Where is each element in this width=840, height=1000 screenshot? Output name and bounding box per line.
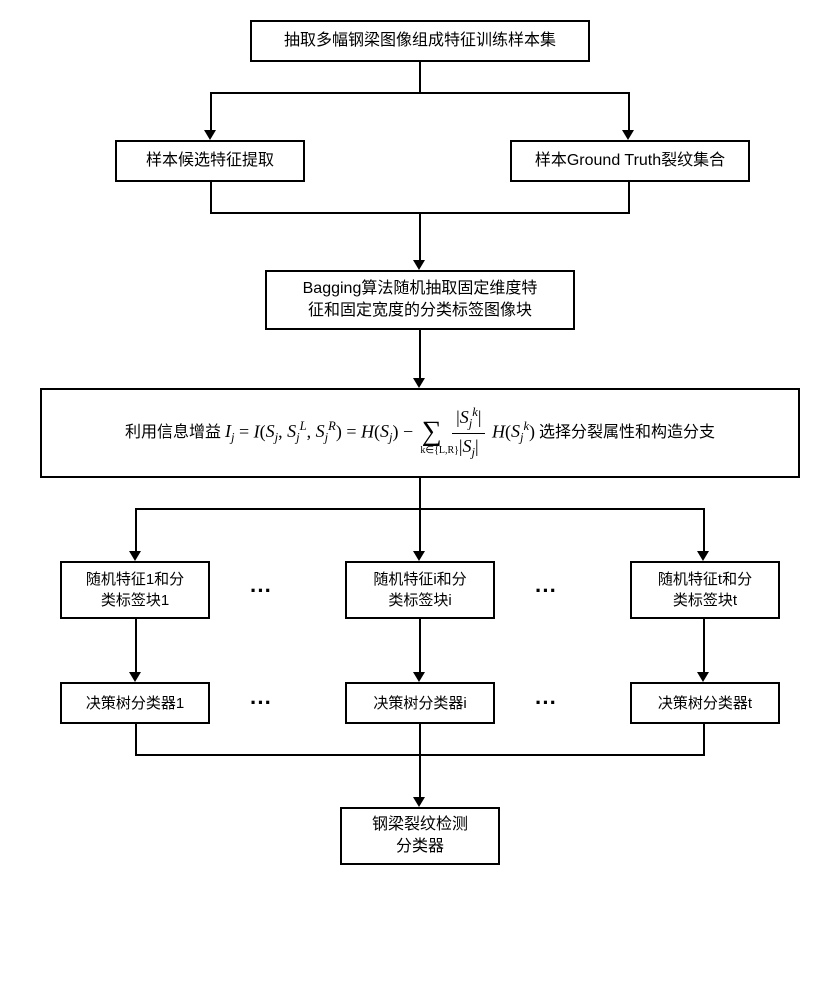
label-ground-truth: 样本Ground Truth裂纹集合	[535, 150, 725, 172]
box-tree-t: 决策树分类器t	[630, 682, 780, 724]
formula-info-gain: Ij = I(Sj, SjL, SjR) = H(Sj) − ∑ k∈{L,R}…	[225, 404, 535, 462]
box-ground-truth: 样本Ground Truth裂纹集合	[510, 140, 750, 182]
connector	[419, 330, 421, 380]
ellipsis: ···	[250, 690, 272, 716]
box-final-classifier: 钢梁裂纹检测 分类器	[340, 807, 500, 865]
connector	[135, 724, 137, 754]
label-extract-samples: 抽取多幅钢梁图像组成特征训练样本集	[284, 30, 556, 52]
label-random-feat-i: 随机特征i和分 类标签块i	[373, 569, 466, 611]
connector	[419, 724, 421, 754]
connector	[703, 508, 705, 553]
flowchart-container: 抽取多幅钢梁图像组成特征训练样本集 样本候选特征提取 样本Ground Trut…	[20, 20, 820, 980]
label-random-feat-t: 随机特征t和分 类标签块t	[658, 569, 752, 611]
arrowhead	[413, 378, 425, 388]
label-tree-i: 决策树分类器i	[373, 693, 466, 714]
arrowhead	[129, 672, 141, 682]
arrowhead	[697, 672, 709, 682]
label-random-feat-1: 随机特征1和分 类标签块1	[86, 569, 184, 611]
label-tree-t: 决策树分类器t	[658, 693, 752, 714]
arrowhead	[413, 672, 425, 682]
connector	[703, 619, 705, 674]
arrowhead	[622, 130, 634, 140]
connector	[210, 182, 212, 212]
label-info-gain-suffix: 选择分裂属性和构造分支	[539, 422, 715, 444]
box-random-feat-1: 随机特征1和分 类标签块1	[60, 561, 210, 619]
arrowhead	[413, 797, 425, 807]
arrowhead	[204, 130, 216, 140]
arrowhead	[413, 551, 425, 561]
label-tree-1: 决策树分类器1	[86, 693, 184, 714]
box-random-feat-t: 随机特征t和分 类标签块t	[630, 561, 780, 619]
label-final-classifier: 钢梁裂纹检测 分类器	[372, 814, 468, 859]
box-tree-1: 决策树分类器1	[60, 682, 210, 724]
ellipsis: ···	[535, 578, 557, 604]
connector	[419, 754, 421, 799]
connector	[703, 724, 705, 754]
arrowhead	[413, 260, 425, 270]
connector	[419, 508, 421, 553]
connector	[419, 478, 421, 508]
label-bagging: Bagging算法随机抽取固定维度特 征和固定宽度的分类标签图像块	[303, 278, 538, 323]
connector	[419, 212, 421, 262]
box-tree-i: 决策树分类器i	[345, 682, 495, 724]
box-info-gain: 利用信息增益 Ij = I(Sj, SjL, SjR) = H(Sj) − ∑ …	[40, 388, 800, 478]
connector	[419, 62, 421, 92]
box-candidate-features: 样本候选特征提取	[115, 140, 305, 182]
ellipsis: ···	[535, 690, 557, 716]
connector	[628, 182, 630, 212]
box-bagging: Bagging算法随机抽取固定维度特 征和固定宽度的分类标签图像块	[265, 270, 575, 330]
connector	[210, 92, 630, 94]
connector	[135, 619, 137, 674]
label-candidate-features: 样本候选特征提取	[146, 150, 274, 172]
arrowhead	[129, 551, 141, 561]
connector	[210, 92, 212, 132]
label-info-gain-prefix: 利用信息增益	[125, 422, 221, 444]
connector	[419, 619, 421, 674]
arrowhead	[697, 551, 709, 561]
box-extract-samples: 抽取多幅钢梁图像组成特征训练样本集	[250, 20, 590, 62]
connector	[628, 92, 630, 132]
ellipsis: ···	[250, 578, 272, 604]
info-gain-content: 利用信息增益 Ij = I(Sj, SjL, SjR) = H(Sj) − ∑ …	[115, 404, 725, 462]
connector	[135, 508, 137, 553]
box-random-feat-i: 随机特征i和分 类标签块i	[345, 561, 495, 619]
